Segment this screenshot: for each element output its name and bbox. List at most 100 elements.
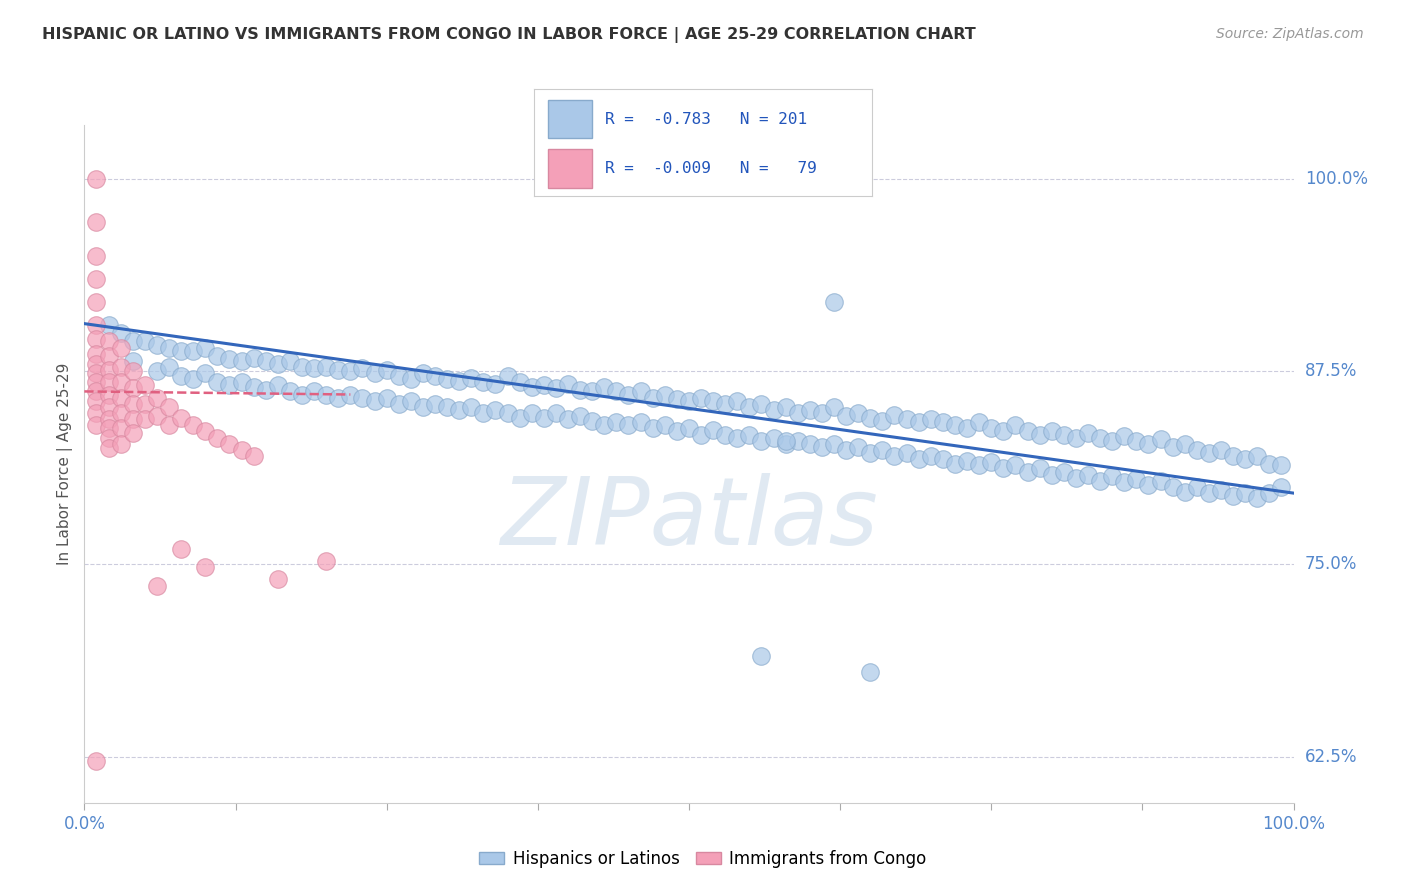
- Point: [86, 393, 108, 408]
- Point: [328, 391, 350, 405]
- Point: [846, 406, 869, 420]
- Point: [134, 397, 156, 411]
- Point: [170, 541, 193, 556]
- Point: [872, 442, 894, 457]
- Point: [993, 461, 1015, 475]
- Point: [484, 376, 506, 391]
- Point: [786, 406, 808, 420]
- Point: [799, 403, 821, 417]
- Point: [110, 341, 132, 355]
- Point: [375, 391, 398, 405]
- Point: [449, 403, 471, 417]
- Point: [1161, 480, 1184, 494]
- Point: [86, 318, 108, 333]
- Point: [157, 400, 180, 414]
- Point: [738, 427, 761, 442]
- Point: [1125, 434, 1147, 448]
- Point: [593, 418, 616, 433]
- Point: [920, 449, 942, 463]
- Point: [1270, 480, 1292, 494]
- Point: [1198, 486, 1220, 500]
- Point: [121, 381, 143, 395]
- Point: [302, 361, 325, 376]
- FancyBboxPatch shape: [548, 100, 592, 138]
- Point: [1258, 486, 1281, 500]
- Point: [993, 425, 1015, 439]
- Point: [267, 378, 290, 392]
- Point: [967, 458, 990, 473]
- Point: [714, 427, 737, 442]
- Point: [630, 415, 652, 429]
- Point: [278, 353, 301, 368]
- Point: [1088, 474, 1111, 488]
- Point: [702, 393, 724, 408]
- Point: [110, 437, 132, 451]
- Point: [97, 363, 120, 377]
- Point: [496, 406, 519, 420]
- Point: [375, 363, 398, 377]
- Point: [786, 434, 808, 448]
- Text: 62.5%: 62.5%: [1305, 747, 1357, 765]
- Point: [207, 349, 229, 363]
- Point: [932, 415, 955, 429]
- Point: [86, 406, 108, 420]
- Point: [194, 560, 217, 574]
- Point: [363, 366, 385, 380]
- Point: [449, 374, 471, 388]
- Point: [267, 357, 290, 371]
- Point: [157, 359, 180, 374]
- Point: [1149, 432, 1171, 446]
- Point: [412, 400, 434, 414]
- Point: [134, 334, 156, 348]
- Point: [97, 400, 120, 414]
- Point: [194, 425, 217, 439]
- Point: [823, 295, 845, 310]
- Point: [751, 434, 773, 448]
- Point: [593, 380, 616, 394]
- Point: [423, 369, 446, 384]
- Point: [97, 349, 120, 363]
- Point: [121, 425, 143, 440]
- Point: [1028, 461, 1050, 475]
- Point: [1125, 472, 1147, 486]
- Point: [762, 403, 785, 417]
- Point: [835, 442, 858, 457]
- Point: [1114, 475, 1136, 490]
- Point: [242, 449, 264, 463]
- Point: [605, 384, 627, 399]
- Point: [641, 421, 664, 435]
- Point: [1258, 457, 1281, 471]
- Point: [110, 391, 132, 405]
- Text: R =  -0.009   N =   79: R = -0.009 N = 79: [605, 161, 817, 176]
- Legend: Hispanics or Latinos, Immigrants from Congo: Hispanics or Latinos, Immigrants from Co…: [472, 844, 934, 875]
- Point: [110, 359, 132, 374]
- Point: [1004, 418, 1026, 433]
- Point: [86, 347, 108, 361]
- Text: Source: ZipAtlas.com: Source: ZipAtlas.com: [1216, 27, 1364, 41]
- Point: [399, 372, 422, 386]
- Point: [883, 449, 905, 463]
- Point: [194, 341, 217, 355]
- Point: [181, 344, 204, 359]
- Point: [86, 754, 108, 768]
- Point: [980, 421, 1002, 435]
- Point: [823, 437, 845, 451]
- Point: [1270, 458, 1292, 473]
- Point: [665, 425, 688, 439]
- Point: [751, 649, 773, 664]
- Point: [121, 334, 143, 348]
- Point: [1149, 474, 1171, 488]
- Point: [86, 272, 108, 286]
- Point: [725, 431, 748, 445]
- Point: [121, 364, 143, 378]
- Point: [617, 387, 640, 401]
- Point: [1198, 446, 1220, 460]
- Point: [665, 392, 688, 406]
- Point: [920, 412, 942, 426]
- Point: [544, 406, 567, 420]
- Point: [207, 375, 229, 389]
- Point: [121, 397, 143, 411]
- Point: [725, 393, 748, 408]
- Point: [231, 353, 253, 368]
- Point: [896, 446, 918, 460]
